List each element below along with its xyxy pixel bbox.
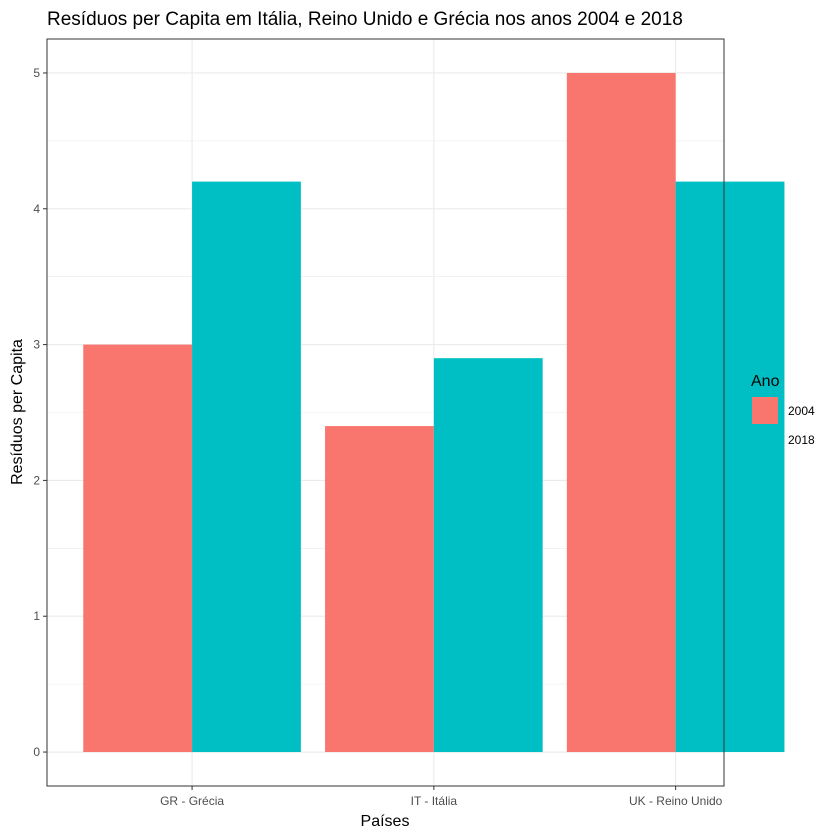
x-tick-label: IT - Itália	[411, 794, 458, 808]
legend: Ano 2004 2018	[751, 373, 815, 453]
x-axis-title: Países	[361, 813, 410, 830]
legend-label-2018: 2018	[788, 433, 815, 447]
y-tick-label: 0	[33, 745, 40, 759]
y-tick-label: 2	[33, 473, 40, 487]
legend-key-2018	[752, 426, 778, 453]
bar-2004-3	[566, 72, 676, 753]
y-tick-label: 1	[33, 609, 40, 623]
legend-label-2004: 2004	[788, 404, 815, 418]
bar-2018-2	[433, 358, 543, 753]
x-tick-label: UK - Reino Unido	[629, 794, 723, 808]
y-axis: 0 1 2 3 4 5	[33, 66, 47, 759]
bar-2004-2	[325, 426, 434, 753]
y-tick-label: 4	[33, 202, 40, 216]
bar-2018-1	[192, 181, 301, 753]
legend-key-2004	[752, 397, 778, 424]
y-tick-label: 3	[33, 338, 40, 352]
chart-title: Resíduos per Capita em Itália, Reino Uni…	[47, 9, 683, 30]
legend-title: Ano	[751, 373, 780, 390]
bar-2018-3	[675, 181, 785, 753]
bars	[83, 72, 785, 753]
x-axis: GR - Grécia IT - Itália UK - Reino Unido	[160, 786, 723, 808]
bar-2004-1	[83, 344, 193, 753]
x-tick-label: GR - Grécia	[160, 794, 224, 808]
plot-border	[46, 38, 725, 787]
y-tick-label: 5	[33, 66, 40, 80]
y-axis-title: Resíduos per Capita	[9, 339, 26, 485]
